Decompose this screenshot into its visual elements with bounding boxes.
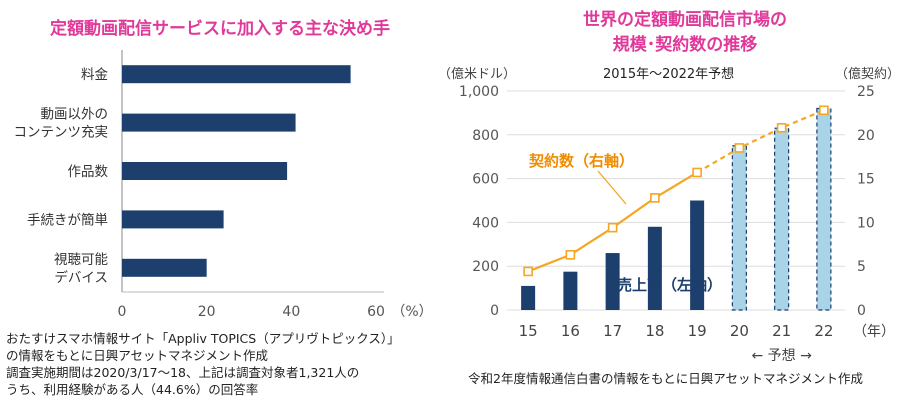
forecast-sales-bar (816, 107, 832, 311)
contracts-label-leader (597, 170, 627, 205)
left-bar (122, 65, 351, 84)
left-category-label: 作品数 (68, 164, 109, 180)
left-category-label-line: 視聴可能 (54, 252, 108, 268)
left-y-tick: 600 (472, 172, 499, 188)
x-tick: 16 (561, 322, 580, 340)
left-note-line: 調査実施期間は2020/3/17～18、上記は調査対象者1,321人の (6, 365, 360, 380)
right-source-notes: 令和2年度情報通信白書の情報をもとに日興アセットマネジメント作成 (468, 370, 898, 387)
left-category-label-line: 作品数 (68, 164, 109, 180)
left-category-label-line: 料金 (81, 67, 108, 83)
contracts-point (776, 122, 787, 133)
x-tick: 21 (772, 322, 791, 340)
contracts-point (607, 222, 618, 233)
left-x-tick: 40 (282, 304, 300, 320)
sales-bar (690, 200, 705, 310)
left-category-label: 動画以外のコンテンツ充実 (14, 107, 109, 141)
left-chart-title: 定額動画配信サービスに加入する主な決め手 (50, 19, 390, 39)
contracts-series-label: 契約数（右軸） (528, 152, 634, 170)
right-note-line: 令和2年度情報通信白書の情報をもとに日興アセットマネジメント作成 (468, 371, 863, 386)
left-x-unit: （%） (391, 304, 432, 320)
left-bar (122, 210, 224, 229)
left-note-line: おたすけスマホ情報サイト「Appliv TOPICS（アプリヴトピックス）」 (6, 331, 400, 346)
left-category-label: 料金 (81, 67, 108, 83)
sales-bar (563, 271, 578, 310)
left-x-tick: 0 (118, 304, 127, 320)
right-title-line-2: 規模･契約数の推移 (612, 35, 758, 55)
right-y-tick: 20 (857, 128, 875, 144)
x-tick: 20 (730, 322, 749, 340)
right-y-tick: 25 (857, 84, 875, 100)
right-y-tick: 0 (857, 303, 866, 319)
x-tick: 22 (814, 322, 833, 340)
left-category-label-line: 手続きが簡単 (27, 212, 108, 228)
left-y-tick: 800 (472, 128, 499, 144)
right-y-tick: 10 (857, 215, 875, 231)
right-y-tick: 15 (857, 172, 875, 188)
left-source-notes: おたすけスマホ情報サイト「Appliv TOPICS（アプリヴトピックス）」 の… (6, 330, 446, 398)
left-axis-unit: （億米ドル） (440, 66, 516, 82)
x-unit: （年） (853, 324, 895, 340)
chart-subtitle: 2015年～2022年予想 (603, 66, 734, 82)
left-category-label: 視聴可能デバイス (54, 252, 108, 286)
forecast-label: ← 予想 → (751, 348, 812, 364)
right-axis-unit: （億契約） (835, 66, 900, 82)
right-title-line-1: 世界の定額動画配信市場の (583, 10, 787, 30)
left-y-tick: 1,000 (459, 84, 499, 100)
left-category-label-line: コンテンツ充実 (14, 125, 109, 141)
x-tick: 17 (603, 322, 622, 340)
sales-bar (521, 285, 536, 310)
left-bar (122, 113, 296, 132)
forecast-sales-bar (774, 127, 790, 311)
sales-series-label: 売上高（左軸） (617, 276, 722, 294)
left-category-label-line: 動画以外の (41, 107, 109, 123)
left-x-tick: 60 (367, 304, 385, 320)
x-tick: 15 (519, 322, 538, 340)
forecast-sales-bar (731, 145, 747, 311)
left-note-line: の情報をもとに日興アセットマネジメント作成 (6, 348, 269, 363)
left-y-tick: 0 (490, 303, 499, 319)
right-combo-chart: （億米ドル） 2015年～2022年予想 （億契約）02004006008001,0… (440, 66, 900, 364)
left-note-line: うち、利用経験がある人（44.6%）の回答率 (6, 382, 259, 397)
left-x-tick: 20 (198, 304, 216, 320)
left-category-label-line: デバイス (54, 269, 108, 286)
contracts-point (523, 266, 533, 277)
x-tick: 18 (645, 322, 664, 340)
sales-bar (647, 226, 662, 310)
left-category-label: 手続きが簡単 (27, 212, 108, 228)
contracts-point (692, 167, 702, 178)
right-chart-title: 世界の定額動画配信市場の 規模･契約数の推移 (470, 8, 900, 58)
contracts-point (819, 105, 829, 116)
contracts-forecast-line (696, 109, 825, 174)
left-y-tick: 200 (472, 259, 499, 275)
right-y-tick: 5 (857, 259, 866, 275)
contracts-point (734, 143, 745, 153)
left-y-tick: 400 (472, 215, 499, 231)
contracts-point (650, 193, 660, 203)
sales-bar (605, 253, 620, 310)
contracts-point (565, 250, 576, 260)
left-bar (122, 162, 288, 180)
left-bar (122, 258, 207, 277)
x-tick: 19 (688, 322, 707, 340)
